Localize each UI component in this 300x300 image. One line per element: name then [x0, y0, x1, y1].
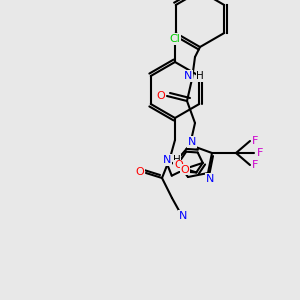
Text: N: N: [184, 71, 192, 81]
Text: F: F: [252, 160, 258, 170]
Text: F: F: [252, 136, 258, 146]
Text: O: O: [136, 167, 144, 177]
Text: N: N: [179, 211, 187, 221]
Text: H: H: [196, 71, 204, 81]
Text: Cl: Cl: [169, 34, 180, 44]
Text: H: H: [173, 155, 181, 165]
Text: F: F: [257, 148, 263, 158]
Text: O: O: [180, 165, 189, 175]
Text: N: N: [163, 155, 171, 165]
Text: N: N: [206, 174, 214, 184]
Text: N: N: [188, 137, 196, 147]
Text: O: O: [157, 91, 165, 101]
Text: O: O: [174, 160, 183, 170]
